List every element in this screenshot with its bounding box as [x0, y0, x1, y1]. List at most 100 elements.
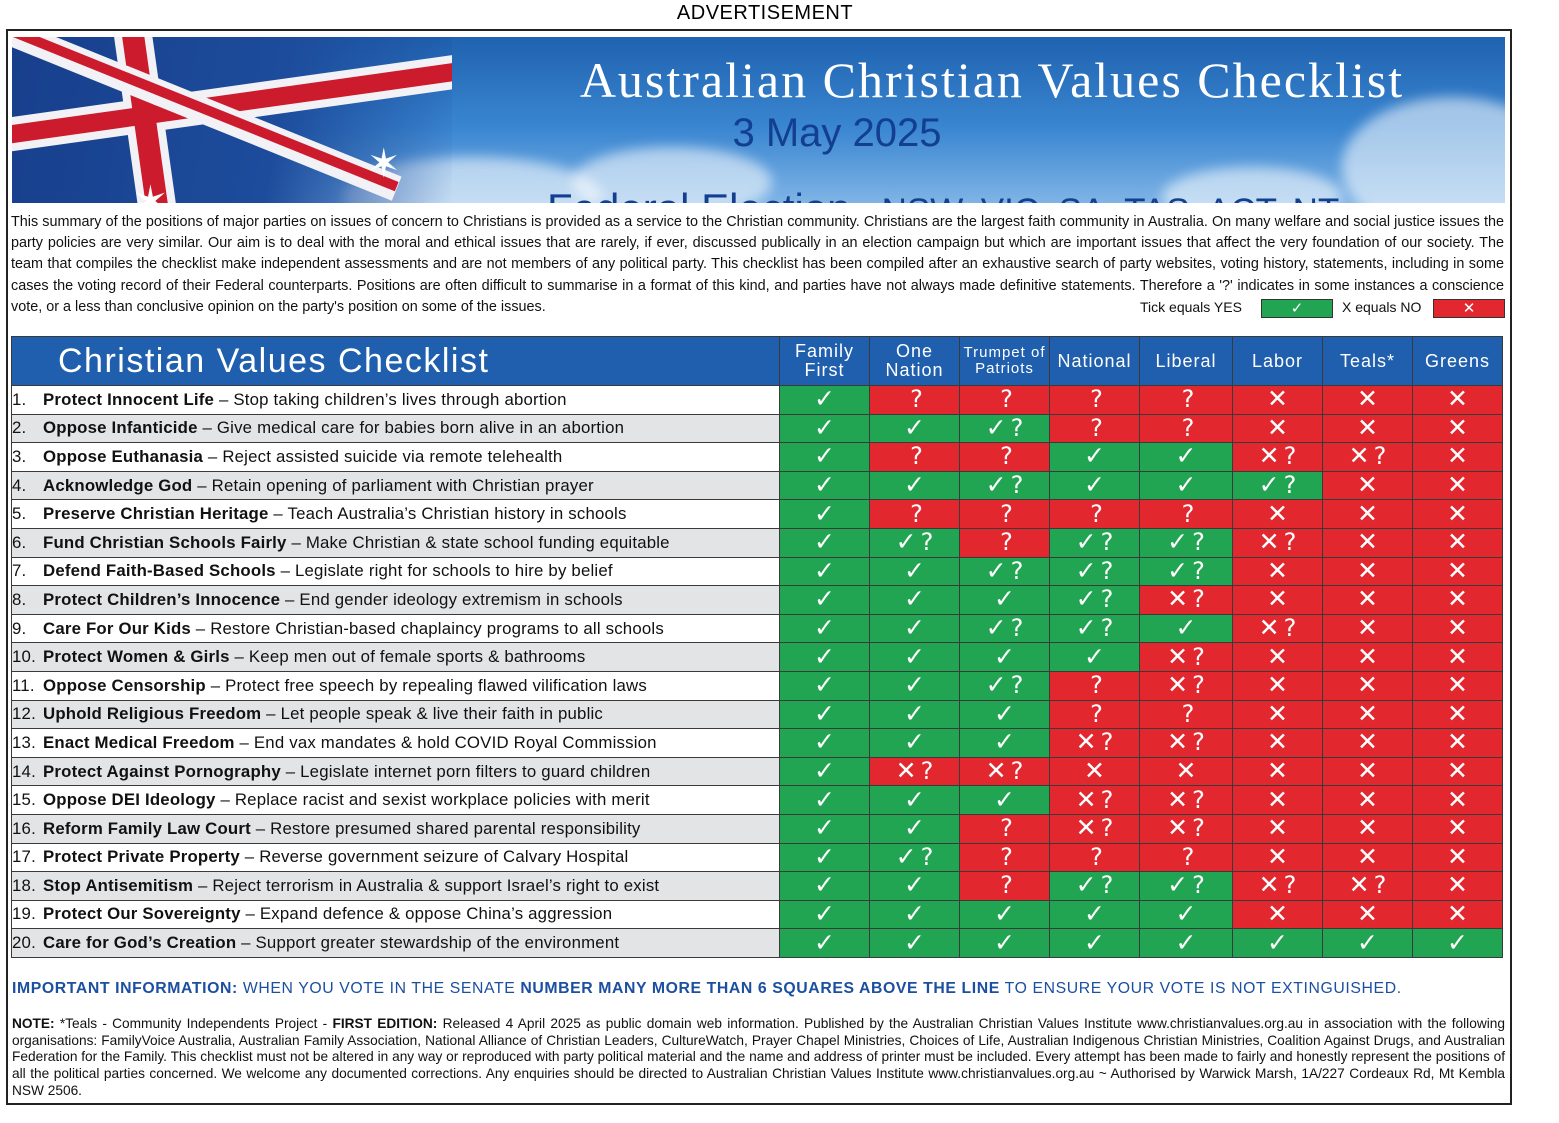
- party-position-cell: ✕: [1322, 642, 1413, 672]
- tick-icon: ✓: [985, 471, 1007, 500]
- question-mark-icon: ?: [1010, 471, 1024, 500]
- party-position-cell: ?: [959, 499, 1050, 529]
- issue-title: Oppose Censorship: [43, 675, 206, 695]
- party-position-cell: ✕: [1412, 442, 1503, 472]
- cross-icon: ✕: [1357, 699, 1378, 728]
- party-position-cell: ✓: [1412, 928, 1503, 958]
- issue-title: Fund Christian Schools Fairly: [43, 532, 287, 552]
- party-position-cell: ✓: [779, 756, 870, 787]
- cross-icon: ✕: [1267, 699, 1288, 728]
- party-position-cell: ✕: [1232, 670, 1323, 701]
- party-position-cell: ✕: [1412, 785, 1503, 815]
- tick-icon: ✓: [904, 814, 925, 843]
- question-mark-icon: ?: [1192, 642, 1205, 671]
- party-position-cell: ✓: [779, 813, 870, 844]
- party-position-cell: ✕: [1412, 585, 1503, 615]
- issue-title: Oppose DEI Ideology: [43, 790, 216, 810]
- question-mark-icon: ?: [1192, 728, 1205, 757]
- party-position-cell: ✓: [779, 413, 870, 444]
- cross-icon: ✕: [1447, 814, 1468, 843]
- issue-description: – Restore Christian-based chaplaincy pro…: [190, 618, 664, 638]
- cross-icon: ✕: [1267, 814, 1288, 843]
- party-position-cell: ✕?: [1232, 442, 1323, 472]
- party-position-cell: ✓?: [869, 527, 960, 558]
- party-position-cell: ✕: [1232, 842, 1323, 873]
- issue-description: – Teach Australia’s Christian history in…: [268, 504, 627, 524]
- cross-icon: ✕: [1167, 814, 1189, 843]
- note-text: *Teals - Community Independents Project …: [54, 1016, 333, 1031]
- question-mark-icon: ?: [1090, 385, 1103, 414]
- party-position-cell: ✕: [1412, 413, 1503, 444]
- table-row: 3. Oppose Euthanasia – Reject assisted su…: [11, 442, 1503, 472]
- tick-icon: ✓: [814, 499, 835, 528]
- party-position-cell: ✓: [869, 899, 960, 930]
- party-position-cell: ✓: [869, 871, 960, 901]
- cross-icon: ✕: [1447, 671, 1468, 700]
- party-position-cell: ✓: [1139, 899, 1233, 930]
- party-position-cell: ✓: [959, 928, 1050, 958]
- party-position-cell: ✕?: [1232, 871, 1323, 901]
- party-position-cell: ✕: [1412, 499, 1503, 529]
- party-position-cell: ✓: [869, 785, 960, 815]
- star-icon: ✶: [132, 178, 169, 203]
- party-position-cell: ✓: [779, 670, 870, 701]
- cross-icon: ✕: [1258, 528, 1280, 557]
- issue-title: Protect Private Property: [43, 847, 240, 867]
- question-mark-icon: ?: [1090, 499, 1103, 528]
- tick-icon: ✓: [1075, 585, 1097, 614]
- issue-number: 10.: [12, 647, 36, 667]
- question-mark-icon: ?: [1090, 671, 1103, 700]
- party-position-cell: ?: [1139, 385, 1233, 415]
- question-mark-icon: ?: [1100, 528, 1114, 557]
- cross-icon: ✕: [1447, 556, 1468, 585]
- party-position-cell: ?: [959, 842, 1050, 873]
- party-position-cell: ✓: [869, 670, 960, 701]
- tick-icon: ✓: [1175, 614, 1197, 643]
- party-position-cell: ✕: [1232, 499, 1323, 529]
- banner: ✶ ✶ Australian Christian Values Checklis…: [12, 37, 1505, 203]
- question-mark-icon: ?: [920, 528, 934, 557]
- important-information: IMPORTANT INFORMATION: WHEN YOU VOTE IN …: [12, 980, 1512, 998]
- tick-icon: ✓: [814, 699, 835, 728]
- cross-icon: ✕: [1267, 385, 1288, 414]
- party-position-cell: ✕: [1412, 728, 1503, 758]
- table-row: 20. Care for God’s Creation – Support gre…: [11, 928, 1503, 958]
- tick-icon: ✓: [904, 671, 925, 700]
- cross-icon: ✕: [1447, 385, 1468, 414]
- party-position-cell: ✕: [1322, 728, 1413, 758]
- party-position-cell: ✕: [1322, 670, 1413, 701]
- issue-title: Oppose Euthanasia: [43, 446, 204, 466]
- party-position-cell: ✕: [1322, 785, 1413, 815]
- table-row: 11. Oppose Censorship – Protect free spee…: [11, 670, 1503, 701]
- party-position-cell: ✕: [1412, 385, 1503, 415]
- cross-icon: ✕: [1447, 785, 1468, 814]
- party-position-cell: ?: [959, 813, 1050, 844]
- party-position-cell: ✓?: [1049, 871, 1140, 901]
- issue-description: – Reverse government seizure of Calvary …: [239, 847, 629, 867]
- party-position-cell: ✕: [1322, 813, 1413, 844]
- question-mark-icon: ?: [1181, 385, 1195, 414]
- issue-cell: 12. Uphold Religious Freedom – Let people…: [11, 699, 780, 730]
- party-header: One Nation: [869, 336, 960, 386]
- issue-description: – Protect free speech by repealing flawe…: [205, 675, 647, 695]
- cross-icon: ✕: [1357, 814, 1378, 843]
- issue-description: – Stop taking children’s lives through a…: [214, 389, 567, 409]
- cross-icon: ✕: [1267, 642, 1288, 671]
- election-date: 3 May 2025: [732, 111, 942, 155]
- table-row: 1. Protect Innocent Life – Stop taking ch…: [11, 385, 1503, 415]
- page-frame: [6, 29, 1512, 1105]
- cross-icon: ✕: [1447, 614, 1468, 643]
- tick-icon: ✓: [814, 614, 835, 643]
- tick-icon: ✓: [904, 871, 925, 900]
- issue-title: Protect Against Pornography: [43, 761, 281, 781]
- party-position-cell: ✓?: [959, 670, 1050, 701]
- party-position-cell: ✕: [1322, 585, 1413, 615]
- tick-icon: ✓: [904, 728, 925, 757]
- cross-icon: ✕: [1357, 528, 1378, 557]
- party-position-cell: ✓: [779, 728, 870, 758]
- party-position-cell: ✓: [869, 813, 960, 844]
- party-position-cell: ?: [959, 871, 1050, 901]
- tick-icon: ✓: [1167, 528, 1189, 557]
- party-position-cell: ✕: [1412, 899, 1503, 930]
- party-name-line1: Liberal: [1155, 350, 1217, 371]
